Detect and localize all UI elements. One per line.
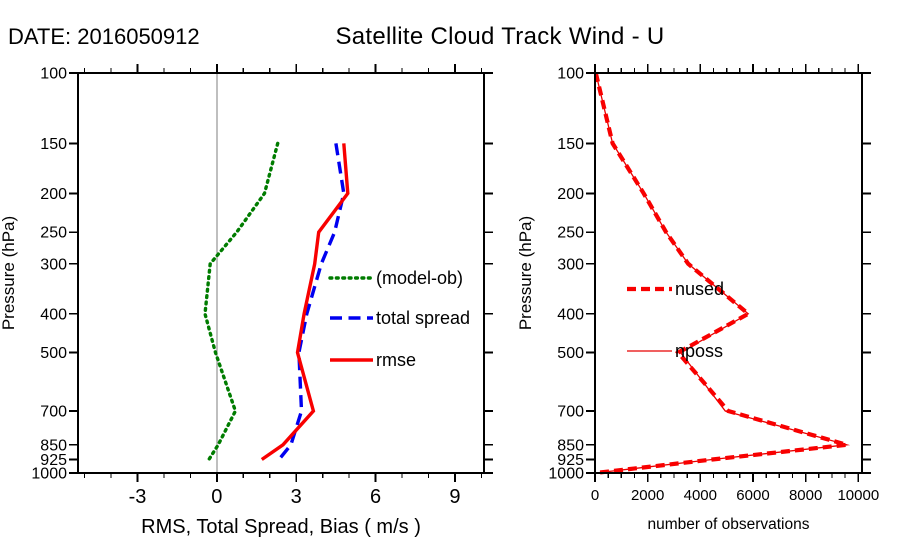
- legend-item-nused: nused: [627, 279, 724, 299]
- rmse-line: [260, 143, 350, 461]
- y-tick-label: 400: [557, 306, 584, 323]
- legend-item-nposs: nposs: [627, 341, 723, 361]
- legend-label-total_spread: total spread: [376, 308, 470, 328]
- x-tick-label: 0: [591, 487, 599, 504]
- legend-label-model_ob: (model-ob): [376, 268, 463, 288]
- x-axis-title: RMS, Total Spread, Bias ( m/s ): [141, 516, 421, 538]
- y-tick-label: 200: [40, 186, 67, 203]
- wind-error-profile-panel: -3 0 3 6 9 100 150 200 250 300 400 500 700 8509251000…: [0, 64, 493, 538]
- x-axis-title: number of observations: [648, 516, 810, 533]
- plot-frame: [594, 72, 863, 474]
- y-tick-label: 250: [40, 225, 67, 242]
- legend-item-total_spread: total spread: [330, 308, 470, 328]
- y-tick-label: 300: [40, 256, 67, 273]
- y-tick-label: 1000: [548, 466, 584, 483]
- x-tick-label: 6000: [736, 487, 769, 504]
- x-tick-label: 0: [211, 486, 222, 508]
- obs-count-profile-panel: 0 2000 4000 6000 8000 10000 100 150 200 250 300 400…: [516, 64, 879, 533]
- x-tick-label: 6: [370, 486, 381, 508]
- legend-label-rmse: rmse: [376, 350, 416, 370]
- x-tick-label: 2000: [631, 487, 664, 504]
- y-tick-label: 400: [40, 306, 67, 323]
- y-tick-label: 700: [557, 404, 584, 421]
- legend-item-model_ob: (model-ob): [328, 268, 463, 288]
- x-tick-label: 3: [291, 486, 302, 508]
- y-axis-title: Pressure (hPa): [516, 216, 535, 330]
- legend-item-rmse: rmse: [330, 350, 416, 370]
- y-tick-label: 300: [557, 256, 584, 273]
- y-tick-label: 150: [40, 136, 67, 153]
- nposs-line: [595, 72, 851, 474]
- wind-error-profile-legend: (model-ob) total spread rmse: [328, 268, 470, 370]
- x-tick-label: 9: [449, 486, 460, 508]
- figure-title: Satellite Cloud Track Wind - U: [335, 23, 665, 50]
- y-tick-label: 700: [40, 404, 67, 421]
- y-tick-label: 200: [557, 186, 584, 203]
- y-tick-label: 925: [557, 452, 584, 469]
- x-tick-label: 8000: [789, 487, 822, 504]
- x-tick-label: -3: [129, 486, 147, 508]
- y-tick-label: 100: [40, 66, 67, 83]
- y-tick-label: 925: [40, 452, 67, 469]
- x-tick-label: 10000: [837, 487, 879, 504]
- legend-label-nused: nused: [675, 279, 724, 299]
- legend-label-nposs: nposs: [675, 341, 723, 361]
- y-tick-label: 500: [557, 345, 584, 362]
- plot-frame: [77, 72, 485, 474]
- y-tick-label: 500: [40, 345, 67, 362]
- obs-count-profile-legend: nused nposs: [627, 279, 724, 361]
- y-tick-label: 1000: [31, 466, 67, 483]
- y-tick-label: 850: [40, 437, 67, 454]
- x-tick-label: 4000: [684, 487, 717, 504]
- y-tick-label: 100: [557, 66, 584, 83]
- nused-line: [593, 72, 858, 476]
- model_ob-line: [203, 141, 280, 462]
- y-tick-label: 150: [557, 136, 584, 153]
- y-tick-label: 250: [557, 225, 584, 242]
- y-tick-label: 850: [557, 437, 584, 454]
- date-label: DATE: 2016050912: [8, 24, 200, 49]
- x-axis-ticks: -3 0 3 6 9: [84, 64, 482, 508]
- y-axis-title: Pressure (hPa): [0, 216, 18, 330]
- x-axis-ticks: 0 2000 4000 6000 8000 10000: [591, 64, 879, 504]
